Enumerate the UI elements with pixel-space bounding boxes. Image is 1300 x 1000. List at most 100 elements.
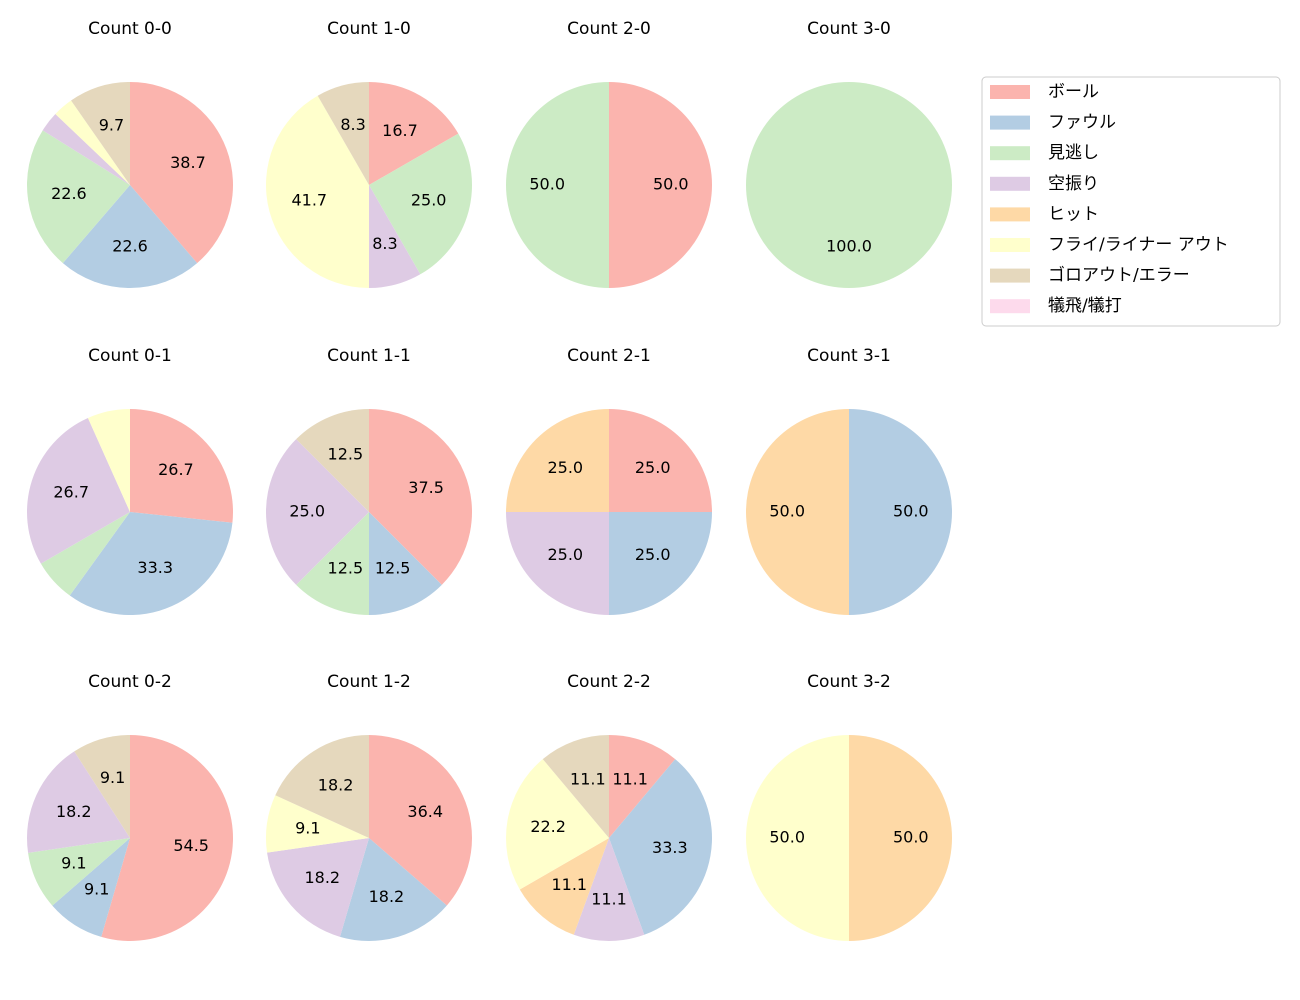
legend-label: フライ/ライナー アウト bbox=[1048, 235, 1229, 255]
pie-slice bbox=[71, 82, 130, 185]
data-label: 12.5 bbox=[328, 559, 364, 578]
pie-slice bbox=[42, 114, 130, 185]
pie-slice bbox=[369, 735, 473, 906]
data-label: 25.0 bbox=[411, 191, 447, 210]
pie-slice bbox=[339, 838, 447, 941]
data-label: 25.0 bbox=[635, 545, 671, 564]
pie-slice bbox=[28, 838, 130, 906]
pie-slice bbox=[369, 409, 472, 585]
pie-slice bbox=[519, 838, 609, 935]
legend-label: 見逃し bbox=[1048, 143, 1099, 163]
data-label: 11.1 bbox=[612, 769, 648, 788]
data-label: 18.2 bbox=[318, 776, 354, 795]
chart-title: Count 3-0 bbox=[807, 19, 891, 39]
data-label: 36.4 bbox=[407, 802, 443, 821]
data-label: 22.2 bbox=[530, 817, 566, 836]
legend-swatch bbox=[990, 238, 1030, 252]
pie-slice bbox=[62, 185, 198, 288]
data-label: 9.1 bbox=[61, 853, 86, 872]
pie-slice bbox=[506, 82, 609, 288]
pie-slice bbox=[506, 512, 609, 615]
pie-slice bbox=[27, 751, 131, 853]
data-label: 26.7 bbox=[158, 460, 194, 479]
pie-slice bbox=[265, 95, 369, 289]
data-label: 9.7 bbox=[99, 116, 124, 135]
data-label: 25.0 bbox=[547, 545, 583, 564]
data-label: 33.3 bbox=[137, 558, 173, 577]
data-label: 50.0 bbox=[653, 175, 689, 194]
pie-slice bbox=[609, 735, 676, 838]
pie-slice bbox=[609, 82, 712, 288]
legend-swatch bbox=[990, 146, 1030, 161]
pie-slice bbox=[26, 417, 130, 564]
pie-slice bbox=[542, 735, 609, 838]
pie-slice bbox=[746, 82, 952, 288]
data-label: 50.0 bbox=[893, 502, 929, 521]
chart-title: Count 2-1 bbox=[567, 346, 651, 366]
legend-swatch bbox=[990, 207, 1030, 222]
pie-slice bbox=[52, 838, 131, 937]
pie-slice bbox=[55, 114, 130, 185]
pie-slice bbox=[609, 409, 712, 512]
data-label: 18.2 bbox=[369, 887, 405, 906]
pie-slice bbox=[130, 82, 233, 264]
pie-slice bbox=[267, 838, 369, 937]
data-label: 18.2 bbox=[304, 868, 340, 887]
chart-title: Count 1-2 bbox=[327, 672, 411, 692]
data-label: 8.3 bbox=[340, 115, 365, 134]
legend-label: ゴロアウト/エラー bbox=[1048, 265, 1190, 286]
pie-slice bbox=[296, 409, 369, 512]
data-label: 50.0 bbox=[769, 828, 805, 847]
pie-slice bbox=[849, 409, 952, 615]
data-label: 9.1 bbox=[100, 768, 125, 787]
chart-title: Count 1-1 bbox=[327, 346, 411, 366]
data-label: 9.1 bbox=[84, 880, 109, 899]
data-label: 54.5 bbox=[173, 836, 209, 855]
chart-title: Count 0-2 bbox=[88, 672, 172, 692]
pie-slice bbox=[506, 409, 609, 512]
pie-slice bbox=[609, 759, 712, 935]
legend-swatch bbox=[990, 85, 1030, 99]
legend-swatch bbox=[990, 115, 1030, 130]
legend-swatch bbox=[990, 176, 1030, 191]
chart-title: Count 0-1 bbox=[88, 346, 172, 366]
legend-box bbox=[981, 76, 1281, 327]
pie-slice bbox=[609, 512, 712, 615]
pie-slice bbox=[746, 735, 849, 941]
pie-slice bbox=[296, 512, 369, 615]
chart-title: Count 1-0 bbox=[327, 19, 411, 39]
pie-slice bbox=[55, 100, 130, 185]
chart-title: Count 3-2 bbox=[807, 672, 891, 692]
pie-slice bbox=[369, 512, 442, 615]
data-label: 18.2 bbox=[56, 802, 92, 821]
pie-slice bbox=[266, 439, 369, 585]
legend-label: ファウル bbox=[1048, 113, 1116, 133]
data-label: 22.6 bbox=[51, 184, 87, 203]
legend-swatch bbox=[990, 268, 1030, 283]
data-label: 26.7 bbox=[53, 483, 89, 502]
pie-slice bbox=[849, 735, 952, 941]
data-label: 100.0 bbox=[826, 236, 872, 255]
legend-label: ボール bbox=[1048, 82, 1099, 102]
pie-slice bbox=[27, 130, 130, 264]
data-label: 38.7 bbox=[170, 153, 206, 172]
data-label: 12.5 bbox=[328, 444, 364, 463]
pie-slice bbox=[87, 409, 130, 512]
chart-title: Count 2-2 bbox=[567, 672, 651, 692]
chart-title: Count 2-0 bbox=[567, 19, 651, 39]
chart-title: Count 3-1 bbox=[807, 346, 891, 366]
pie-slice bbox=[746, 409, 849, 615]
data-label: 11.1 bbox=[591, 889, 627, 908]
pie-slice bbox=[266, 795, 369, 853]
chart-title: Count 0-0 bbox=[88, 19, 172, 39]
data-label: 33.3 bbox=[652, 838, 688, 857]
data-label: 12.5 bbox=[375, 559, 411, 578]
data-label: 41.7 bbox=[291, 190, 327, 209]
data-label: 8.3 bbox=[372, 234, 397, 253]
data-label: 50.0 bbox=[769, 502, 805, 521]
pie-slice bbox=[101, 735, 233, 942]
pie-slice bbox=[130, 409, 233, 523]
data-label: 37.5 bbox=[408, 478, 444, 497]
data-label: 25.0 bbox=[289, 502, 325, 521]
